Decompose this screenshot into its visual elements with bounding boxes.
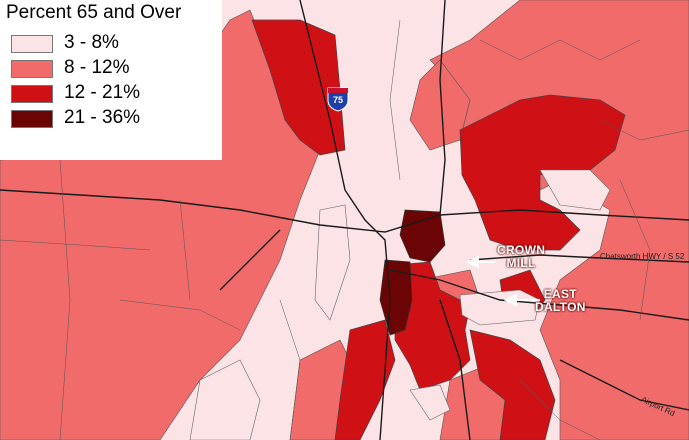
legend-label-2: 8 - 12% bbox=[64, 57, 130, 78]
region-north-high bbox=[251, 19, 346, 156]
crown-mill-arrow bbox=[465, 255, 495, 269]
walnut-ave bbox=[389, 269, 689, 321]
map-legend: Percent 65 and Over 3 - 8% 8 - 12% 12 - … bbox=[0, 0, 222, 160]
interstate-75 bbox=[299, 0, 391, 440]
region-north-moderate bbox=[409, 59, 471, 151]
region-southwest-low bbox=[189, 359, 261, 440]
legend-item-4: 21 - 36% bbox=[11, 107, 211, 130]
airport-rd bbox=[559, 359, 689, 411]
region-southwest-high bbox=[334, 319, 396, 440]
road-label-chatsworth: Chatsworth HWY / S 52 bbox=[600, 252, 685, 261]
region-central-high bbox=[394, 261, 471, 391]
legend-title: Percent 65 and Over bbox=[6, 2, 182, 23]
region-south-low bbox=[409, 384, 451, 421]
chatsworth-hwy bbox=[469, 254, 689, 263]
cleveland-hwy bbox=[439, 0, 446, 216]
us-76 bbox=[0, 189, 689, 233]
region-southeast-high bbox=[469, 329, 556, 440]
legend-swatch-2 bbox=[11, 60, 53, 78]
east-dalton-text: EAST DALTON bbox=[535, 287, 586, 314]
east-dalton-arrow bbox=[503, 293, 540, 307]
region-northeast-low bbox=[539, 169, 611, 211]
minor-roads bbox=[0, 19, 689, 440]
interstate-number: 75 bbox=[332, 95, 343, 105]
crown-mill-text: CROWN MILL bbox=[497, 243, 546, 270]
region-downtown-veryhigh bbox=[399, 209, 446, 263]
legend-label-4: 21 - 36% bbox=[64, 107, 141, 128]
place-label-crown-mill: CROWN MILL bbox=[497, 244, 545, 270]
legend-swatch-1 bbox=[11, 35, 53, 53]
interstate-shield-icon: 75 bbox=[326, 86, 350, 112]
legend-label-1: 3 - 8% bbox=[64, 32, 119, 53]
south-hwy bbox=[439, 299, 471, 440]
legend-item-2: 8 - 12% bbox=[11, 57, 211, 80]
place-label-east-dalton: EAST DALTON bbox=[535, 288, 586, 314]
legend-swatch-4 bbox=[11, 110, 53, 128]
region-west-low bbox=[314, 204, 351, 321]
legend-label-3: 12 - 21% bbox=[64, 82, 141, 103]
region-central-low bbox=[459, 289, 541, 326]
west-road bbox=[219, 229, 281, 291]
legend-swatch-3 bbox=[11, 85, 53, 103]
legend-item-3: 12 - 21% bbox=[11, 82, 211, 105]
legend-item-1: 3 - 8% bbox=[11, 32, 211, 55]
